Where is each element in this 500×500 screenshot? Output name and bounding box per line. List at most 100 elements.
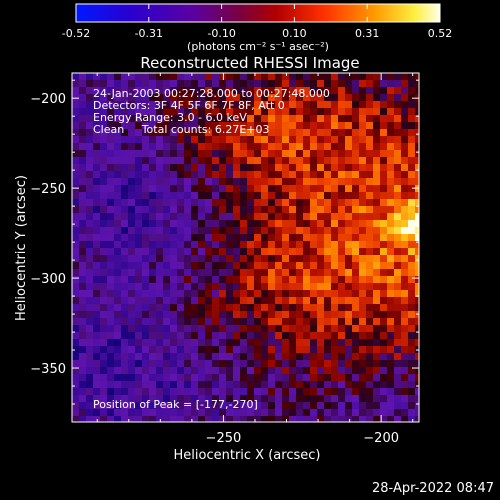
annotation-time-range: 24-Jan-2003 00:27:28.000 to 00:27:48.000: [93, 87, 330, 100]
heatmap-cell: [352, 199, 360, 207]
heatmap-cell: [226, 381, 234, 389]
heatmap-cell: [100, 374, 108, 382]
heatmap-cell: [394, 241, 402, 249]
heatmap-cell: [275, 206, 283, 214]
heatmap-cell: [275, 262, 283, 270]
heatmap-cell: [275, 143, 283, 151]
heatmap-cell: [149, 339, 157, 347]
heatmap-cell: [191, 297, 199, 305]
heatmap-cell: [79, 171, 87, 179]
heatmap-cell: [268, 136, 276, 144]
heatmap-cell: [128, 143, 136, 151]
heatmap-cell: [100, 332, 108, 340]
heatmap-cell: [233, 367, 241, 375]
heatmap-cell: [394, 402, 402, 410]
heatmap-cell: [107, 220, 115, 228]
heatmap-cell: [79, 115, 87, 123]
heatmap-cell: [254, 346, 262, 354]
heatmap-cell: [408, 206, 416, 214]
heatmap-cell: [128, 402, 136, 410]
heatmap-cell: [72, 353, 80, 361]
heatmap-cell: [303, 157, 311, 165]
heatmap-cell: [156, 318, 164, 326]
heatmap-cell: [205, 311, 213, 319]
heatmap-cell: [296, 143, 304, 151]
heatmap-cell: [163, 143, 171, 151]
heatmap-cell: [177, 115, 185, 123]
heatmap-cell: [72, 402, 80, 410]
heatmap-cell: [219, 262, 227, 270]
y-tick-label: −350: [30, 362, 66, 377]
heatmap-cell: [331, 346, 339, 354]
heatmap-cell: [233, 129, 241, 137]
heatmap-cell: [142, 262, 150, 270]
heatmap-cell: [233, 402, 241, 410]
heatmap-cell: [289, 164, 297, 172]
heatmap-cell: [275, 185, 283, 193]
heatmap-cell: [394, 318, 402, 326]
heatmap-cell: [107, 136, 115, 144]
heatmap-cell: [261, 290, 269, 298]
heatmap-cell: [100, 94, 108, 102]
heatmap-cell: [170, 164, 178, 172]
heatmap-cell: [352, 136, 360, 144]
heatmap-cell: [233, 73, 241, 81]
heatmap-cell: [373, 234, 381, 242]
heatmap-cell: [170, 248, 178, 256]
heatmap-cell: [107, 283, 115, 291]
heatmap-cell: [142, 304, 150, 312]
heatmap-cell: [156, 87, 164, 95]
heatmap-cell: [275, 276, 283, 284]
heatmap-cell: [121, 220, 129, 228]
heatmap-cell: [352, 87, 360, 95]
heatmap-cell: [268, 304, 276, 312]
heatmap-cell: [198, 185, 206, 193]
heatmap-cell: [331, 192, 339, 200]
heatmap-cell: [226, 206, 234, 214]
heatmap-cell: [338, 227, 346, 235]
heatmap-cell: [268, 395, 276, 403]
heatmap-cell: [240, 311, 248, 319]
heatmap-cell: [100, 122, 108, 130]
heatmap-cell: [247, 360, 255, 368]
heatmap-cell: [198, 227, 206, 235]
heatmap-cell: [233, 171, 241, 179]
heatmap-cell: [296, 409, 304, 417]
heatmap-cell: [317, 360, 325, 368]
heatmap-cell: [233, 164, 241, 172]
heatmap-cell: [107, 339, 115, 347]
heatmap-cell: [324, 178, 332, 186]
heatmap-cell: [191, 262, 199, 270]
heatmap-cell: [303, 129, 311, 137]
heatmap-cell: [275, 360, 283, 368]
heatmap-cell: [163, 101, 171, 109]
heatmap-cell: [331, 325, 339, 333]
heatmap-cell: [331, 234, 339, 242]
heatmap-cell: [86, 374, 94, 382]
heatmap-cell: [149, 136, 157, 144]
heatmap-cell: [72, 367, 80, 375]
heatmap-cell: [198, 143, 206, 151]
heatmap-cell: [373, 360, 381, 368]
heatmap-cell: [296, 353, 304, 361]
heatmap-cell: [170, 388, 178, 396]
heatmap-cell: [310, 115, 318, 123]
heatmap-cell: [100, 276, 108, 284]
heatmap-cell: [268, 101, 276, 109]
heatmap-cell: [156, 122, 164, 130]
heatmap-cell: [394, 332, 402, 340]
heatmap-cell: [247, 269, 255, 277]
heatmap-cell: [233, 269, 241, 277]
heatmap-cell: [303, 262, 311, 270]
heatmap-cell: [212, 192, 220, 200]
heatmap-cell: [226, 185, 234, 193]
heatmap-cell: [289, 374, 297, 382]
heatmap-cell: [156, 269, 164, 277]
heatmap-cell: [219, 381, 227, 389]
heatmap-cell: [275, 199, 283, 207]
heatmap-cell: [352, 80, 360, 88]
heatmap-cell: [338, 318, 346, 326]
heatmap-cell: [177, 206, 185, 214]
heatmap-cell: [324, 129, 332, 137]
heatmap-cell: [170, 122, 178, 130]
